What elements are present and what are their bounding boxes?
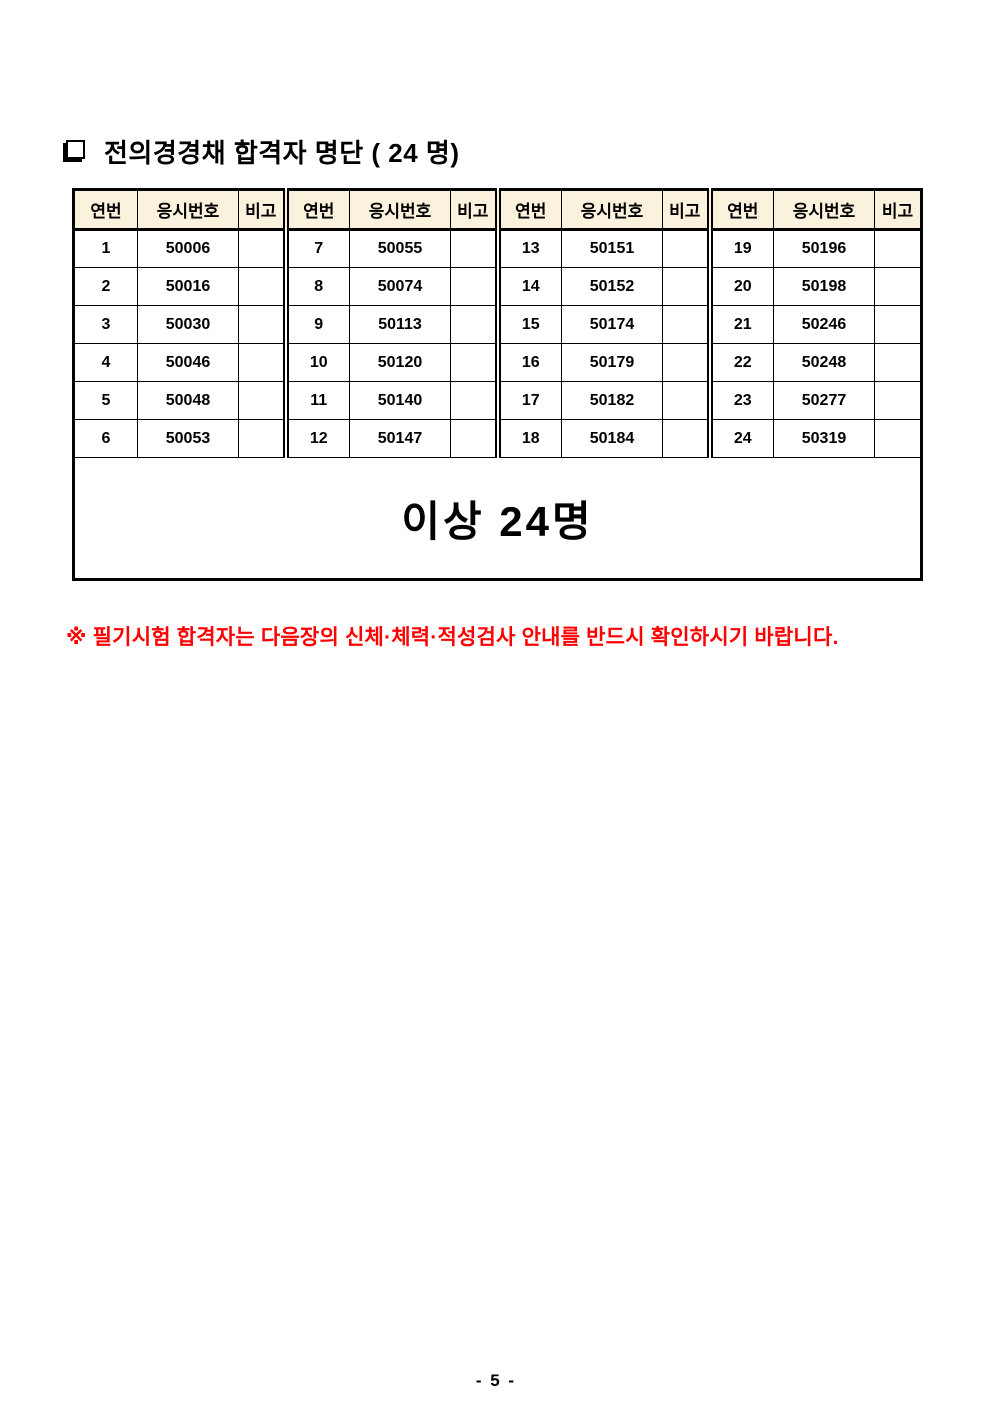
cell-remark (874, 267, 922, 306)
cell-exam-number: 50277 (773, 381, 875, 420)
cell-serial: 12 (282, 419, 350, 458)
column-header-serial: 연번 (706, 189, 774, 231)
cell-serial: 23 (706, 381, 774, 420)
cell-remark (238, 419, 286, 458)
cell-remark (874, 305, 922, 344)
cell-serial: 7 (282, 229, 350, 268)
cell-serial: 11 (282, 381, 350, 420)
cell-remark (874, 229, 922, 268)
cell-remark (662, 305, 710, 344)
cell-serial: 16 (494, 343, 562, 382)
cell-exam-number: 50113 (349, 305, 451, 344)
cell-exam-number: 50198 (773, 267, 875, 306)
cell-remark (238, 343, 286, 382)
column-header-exam-number: 응시번호 (773, 189, 875, 231)
cell-remark (450, 305, 498, 344)
cell-serial: 18 (494, 419, 562, 458)
cell-remark (874, 343, 922, 382)
cell-exam-number: 50151 (561, 229, 663, 268)
column-header-serial: 연번 (282, 189, 350, 231)
column-header-remark: 비고 (450, 189, 498, 231)
table-row: 3 50030 9 50113 15 50174 21 50246 (73, 305, 922, 344)
cell-remark (450, 267, 498, 306)
cell-serial: 22 (706, 343, 774, 382)
cell-remark (662, 419, 710, 458)
page-title: 전의경경채 합격자 명단 ( 24 명) (66, 133, 459, 170)
cell-exam-number: 50030 (137, 305, 239, 344)
column-header-remark: 비고 (874, 189, 922, 231)
cell-exam-number: 50248 (773, 343, 875, 382)
cell-serial: 4 (73, 343, 138, 382)
notice-text: ※ 필기시험 합격자는 다음장의 신체·체력·적성검사 안내를 반드시 확인하시… (66, 626, 839, 649)
table-footer-row: 이상 24명 (73, 457, 922, 580)
cell-exam-number: 50182 (561, 381, 663, 420)
cell-exam-number: 50246 (773, 305, 875, 344)
table-header-row: 연번 응시번호 비고 연번 응시번호 비고 연번 응시번호 비고 연번 응시번호 비고 (73, 189, 922, 231)
cell-serial: 14 (494, 267, 562, 306)
cell-serial: 21 (706, 305, 774, 344)
cell-exam-number: 50048 (137, 381, 239, 420)
cell-remark (450, 381, 498, 420)
cell-serial: 8 (282, 267, 350, 306)
cell-exam-number: 50006 (137, 229, 239, 268)
table-row: 4 50046 10 50120 16 50179 22 50248 (73, 343, 922, 382)
cell-exam-number: 50055 (349, 229, 451, 268)
cell-exam-number: 50179 (561, 343, 663, 382)
column-header-exam-number: 응시번호 (349, 189, 451, 231)
cell-remark (662, 229, 710, 268)
cell-exam-number: 50319 (773, 419, 875, 458)
cell-serial: 9 (282, 305, 350, 344)
cell-exam-number: 50016 (137, 267, 239, 306)
cell-remark (874, 381, 922, 420)
cell-exam-number: 50140 (349, 381, 451, 420)
cell-remark (450, 419, 498, 458)
cell-remark (238, 381, 286, 420)
column-header-remark: 비고 (662, 189, 710, 231)
cell-exam-number: 50196 (773, 229, 875, 268)
cell-exam-number: 50053 (137, 419, 239, 458)
cell-exam-number: 50074 (349, 267, 451, 306)
cell-serial: 19 (706, 229, 774, 268)
cell-serial: 10 (282, 343, 350, 382)
cell-remark (662, 381, 710, 420)
cell-serial: 5 (73, 381, 138, 420)
cell-serial: 2 (73, 267, 138, 306)
cell-remark (662, 267, 710, 306)
column-header-remark: 비고 (238, 189, 286, 231)
cell-exam-number: 50152 (561, 267, 663, 306)
checkbox-bullet-icon (66, 140, 85, 159)
column-header-exam-number: 응시번호 (137, 189, 239, 231)
cell-exam-number: 50147 (349, 419, 451, 458)
cell-remark (238, 305, 286, 344)
cell-exam-number: 50046 (137, 343, 239, 382)
table-row: 6 50053 12 50147 18 50184 24 50319 (73, 419, 922, 458)
cell-serial: 20 (706, 267, 774, 306)
cell-serial: 3 (73, 305, 138, 344)
cell-serial: 17 (494, 381, 562, 420)
column-header-exam-number: 응시번호 (561, 189, 663, 231)
cell-exam-number: 50184 (561, 419, 663, 458)
table-row: 1 50006 7 50055 13 50151 19 50196 (73, 229, 922, 268)
cell-remark (874, 419, 922, 458)
cell-serial: 1 (73, 229, 138, 268)
cell-remark (662, 343, 710, 382)
table-row: 2 50016 8 50074 14 50152 20 50198 (73, 267, 922, 306)
cell-serial: 13 (494, 229, 562, 268)
table-row: 5 50048 11 50140 17 50182 23 50277 (73, 381, 922, 420)
cell-exam-number: 50174 (561, 305, 663, 344)
page-title-text: 전의경경채 합격자 명단 ( 24 명) (104, 138, 460, 168)
cell-serial: 15 (494, 305, 562, 344)
column-header-serial: 연번 (494, 189, 562, 231)
cell-exam-number: 50120 (349, 343, 451, 382)
page-number: - 5 - (475, 1371, 517, 1390)
column-header-serial: 연번 (73, 189, 138, 231)
cell-remark (450, 343, 498, 382)
cell-remark (238, 267, 286, 306)
table-footer-total: 이상 24명 (73, 457, 922, 580)
cell-remark (450, 229, 498, 268)
cell-serial: 24 (706, 419, 774, 458)
pass-list-table: 연번 응시번호 비고 연번 응시번호 비고 연번 응시번호 비고 연번 응시번호 비고 1 50006 7… (72, 188, 923, 581)
cell-serial: 6 (73, 419, 138, 458)
cell-remark (238, 229, 286, 268)
